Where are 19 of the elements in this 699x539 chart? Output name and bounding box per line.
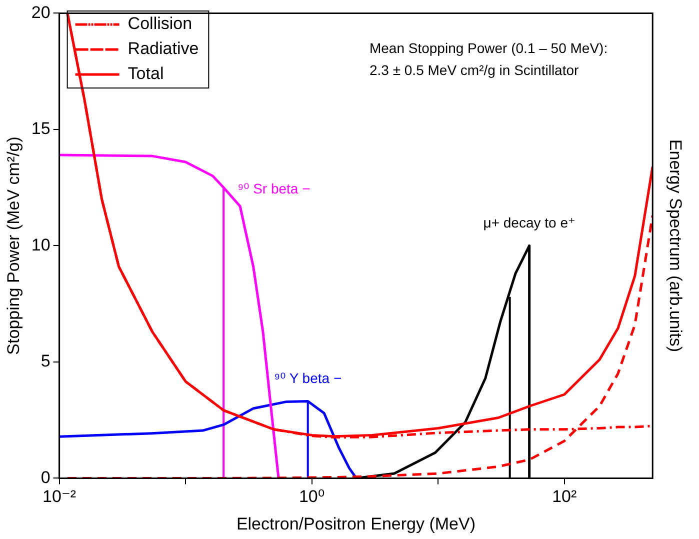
annotation: Mean Stopping Power (0.1 – 50 MeV): <box>369 40 608 56</box>
legend-label: Radiative <box>128 39 199 58</box>
series-label: ⁹⁰ Sr beta − <box>238 180 310 197</box>
y-tick-label: 5 <box>40 352 50 371</box>
x-tick-label: 10² <box>552 487 577 506</box>
y-tick-label: 20 <box>31 2 50 22</box>
series-label: μ+ decay to e⁺ <box>483 214 576 231</box>
y-tick-label: 10 <box>31 235 50 254</box>
y2-axis-title: Energy Spectrum (arb.units) <box>666 139 686 352</box>
x-axis-title: Electron/Positron Energy (MeV) <box>236 514 476 534</box>
x-tick-label: 10⁻² <box>42 487 76 506</box>
y-axis-title: Stopping Power (MeV cm²/g) <box>4 136 23 355</box>
x-tick-label: 10⁰ <box>298 487 325 506</box>
y-tick-label: 0 <box>40 468 50 487</box>
legend-label: Collision <box>128 14 192 34</box>
legend-label: Total <box>128 64 164 84</box>
annotation: 2.3 ± 0.5 MeV cm²/g in Scintillator <box>369 62 580 78</box>
y-tick-label: 15 <box>31 119 50 138</box>
series-label: ⁹⁰ Y beta − <box>274 370 342 386</box>
